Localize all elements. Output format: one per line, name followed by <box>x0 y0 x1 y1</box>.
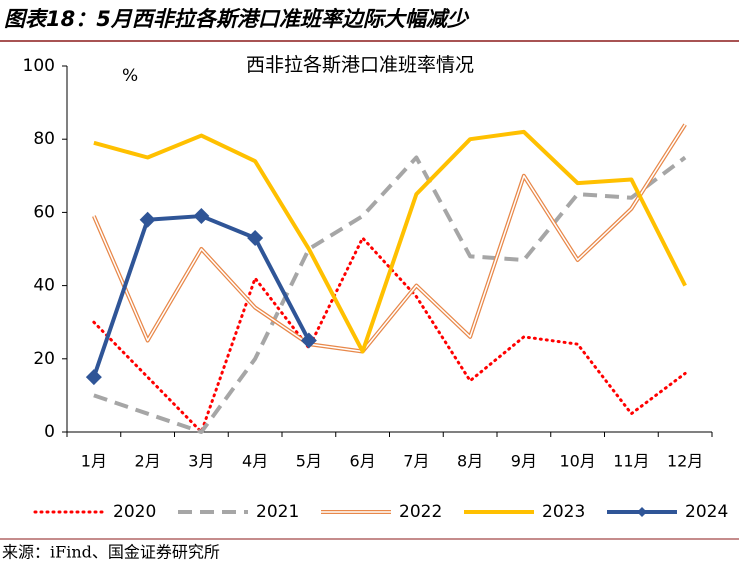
source-note: 来源：iFind、国金证券研究所 <box>2 543 220 562</box>
point-marker <box>139 211 156 228</box>
figure-caption: 图表18：5月西非拉各斯港口准班率边际大幅减少 <box>4 7 470 31</box>
x-tick-label: 1月 <box>81 452 107 471</box>
x-tick-label: 3月 <box>188 452 214 471</box>
y-tick-label: 20 <box>33 349 55 369</box>
y-tick-label: 0 <box>44 422 55 442</box>
x-tick-label: 10月 <box>559 452 595 471</box>
point-marker <box>85 369 102 386</box>
point-marker <box>247 230 264 247</box>
point-marker <box>300 332 317 349</box>
legend-label: 2022 <box>399 502 442 522</box>
legend-label: 2024 <box>685 502 728 522</box>
y-tick-label: 80 <box>33 129 55 149</box>
series-line-inner <box>93 124 686 353</box>
series-line <box>93 155 687 434</box>
legend-marker <box>637 507 647 517</box>
point-marker <box>193 208 210 225</box>
unit-label: % <box>122 66 138 86</box>
x-tick-label: 9月 <box>511 452 537 471</box>
chart-title: 西非拉各斯港口准班率情况 <box>246 54 474 76</box>
legend-label: 2020 <box>113 502 156 522</box>
series-line <box>91 214 311 378</box>
x-tick-label: 12月 <box>667 452 703 471</box>
series-line <box>93 129 687 354</box>
x-tick-label: 8月 <box>457 452 483 471</box>
legend-label: 2021 <box>256 502 299 522</box>
x-tick-label: 2月 <box>135 452 161 471</box>
legend-label: 2023 <box>542 502 585 522</box>
x-tick-label: 4月 <box>242 452 268 471</box>
x-tick-label: 5月 <box>296 452 322 471</box>
x-tick-label: 6月 <box>350 452 376 471</box>
x-tick-label: 11月 <box>613 452 649 471</box>
x-tick-label: 7月 <box>403 452 429 471</box>
y-tick-label: 60 <box>33 202 55 222</box>
y-tick-label: 40 <box>33 276 55 296</box>
y-tick-label: 100 <box>23 56 55 76</box>
